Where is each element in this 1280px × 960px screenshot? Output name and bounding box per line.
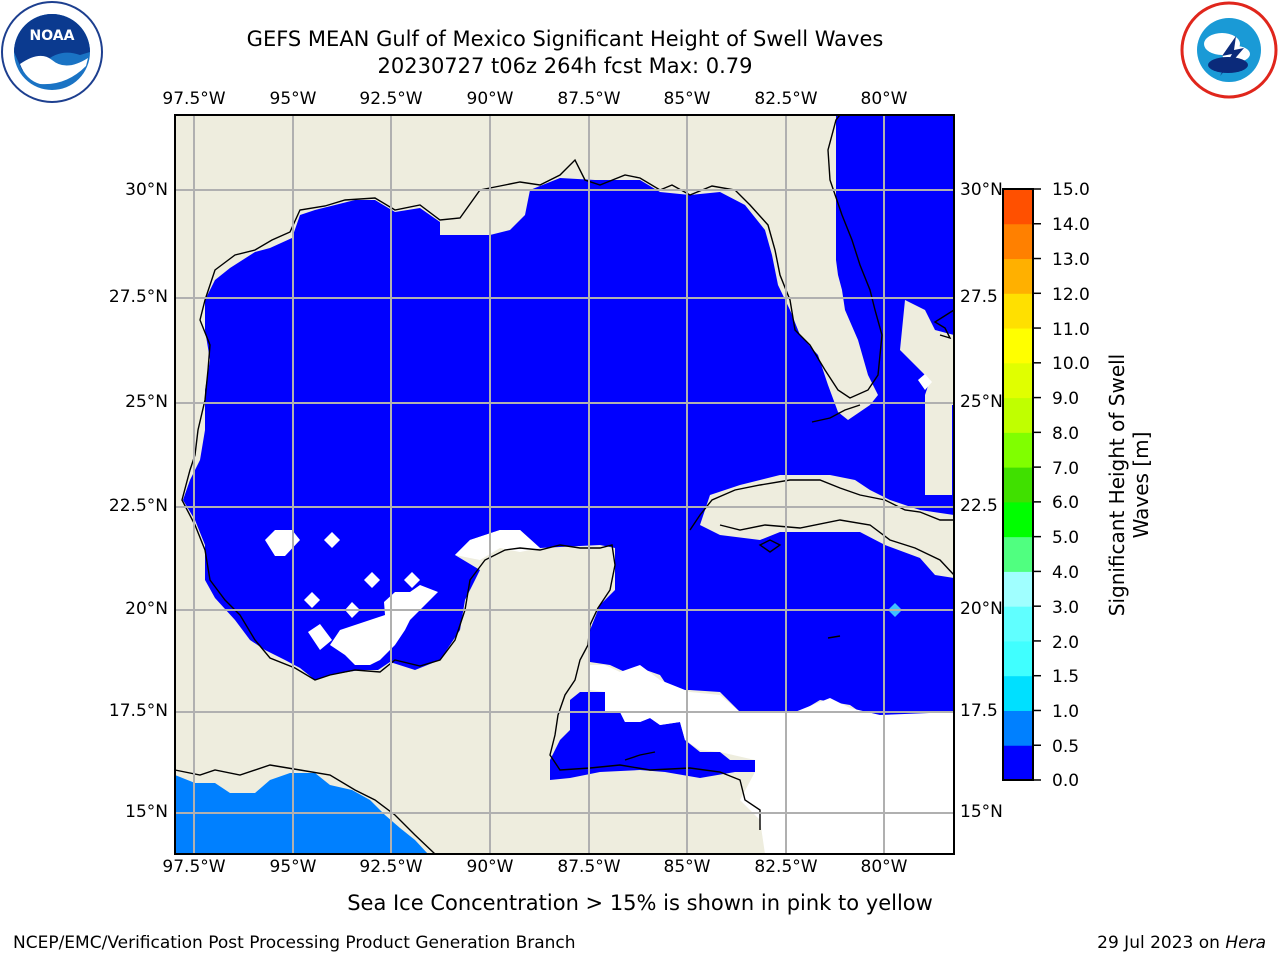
lat-label-right: 20°N — [960, 599, 1003, 619]
colorbar-tick-label: 8.0 — [1052, 424, 1080, 444]
colorbar-tick-label: 13.0 — [1052, 250, 1090, 270]
lat-label-right: 17.5 — [960, 701, 998, 721]
host-name: Hera — [1225, 933, 1266, 953]
colorbar-swatch — [1003, 710, 1033, 746]
colorbar-swatch — [1003, 571, 1033, 607]
map-title: GEFS MEAN Gulf of Mexico Significant Hei… — [246, 27, 884, 51]
colorbar-swatch — [1003, 258, 1033, 294]
lat-label-left: 15°N — [125, 802, 168, 822]
date-text: 29 Jul 2023 on Hera — [1097, 933, 1266, 953]
lat-label-right: 22.5 — [960, 496, 998, 516]
sea-ice-note: Sea Ice Concentration > 15% is shown in … — [347, 891, 933, 915]
colorbar-tick-label: 0.5 — [1052, 737, 1080, 757]
colorbar-tick-label: 3.0 — [1052, 598, 1080, 618]
colorbar-swatch — [1003, 467, 1033, 503]
colorbar-swatch — [1003, 675, 1033, 711]
lon-label-bottom: 87.5°W — [557, 857, 621, 877]
lat-label-right: 25°N — [960, 392, 1003, 412]
lon-label-top: 87.5°W — [557, 89, 621, 109]
colorbar-tick-label: 1.0 — [1052, 702, 1080, 722]
lon-label-bottom: 92.5°W — [359, 857, 423, 877]
lon-label-top: 92.5°W — [359, 89, 423, 109]
noaa-logo-name: NOAA — [30, 28, 75, 44]
colorbar — [1003, 189, 1033, 781]
colorbar-tick-label: 4.0 — [1052, 563, 1080, 583]
colorbar-swatch — [1003, 501, 1033, 538]
colorbar-swatch — [1003, 328, 1033, 364]
colorbar-title: Significant Height of Swell Waves [m] — [1105, 354, 1153, 616]
colorbar-tick-label: 6.0 — [1052, 493, 1080, 513]
colorbar-swatch — [1003, 640, 1033, 677]
lat-label-left: 17.5°N — [108, 701, 168, 721]
lon-label-top: 85°W — [663, 89, 711, 109]
colorbar-tick-label: 7.0 — [1052, 459, 1080, 479]
colorbar-swatch — [1003, 362, 1033, 399]
nws-logo — [1180, 1, 1278, 99]
lat-label-left: 30°N — [125, 180, 168, 200]
colorbar-title-line2: Waves [m] — [1129, 431, 1153, 539]
colorbar-tick-label: 15.0 — [1052, 180, 1090, 200]
map-frame — [174, 114, 955, 855]
lon-label-bottom: 80°W — [860, 857, 908, 877]
graticule — [175, 115, 954, 854]
colorbar-swatch — [1003, 536, 1033, 572]
colorbar-tick-label: 14.0 — [1052, 215, 1090, 235]
colorbar-title-line1: Significant Height of Swell — [1105, 353, 1129, 617]
colorbar-swatch — [1003, 397, 1033, 433]
colorbar-tick-label: 0.0 — [1052, 771, 1080, 791]
gulf-swell-field — [183, 115, 954, 722]
lon-label-top: 90°W — [466, 89, 514, 109]
lon-label-bottom: 95°W — [269, 857, 317, 877]
lat-label-left: 25°N — [125, 392, 168, 412]
lat-label-right: 27.5 — [960, 287, 998, 307]
colorbar-tick-label: 9.0 — [1052, 389, 1080, 409]
colorbar-tick-label: 2.0 — [1052, 633, 1080, 653]
lat-label-right: 15°N — [960, 802, 1003, 822]
map-subtitle: 20230727 t06z 264h fcst Max: 0.79 — [377, 54, 753, 78]
colorbar-swatch — [1003, 606, 1033, 642]
lon-label-top: 97.5°W — [162, 89, 226, 109]
colorbar-tick-label: 5.0 — [1052, 528, 1080, 548]
lon-label-top: 95°W — [269, 89, 317, 109]
lon-label-top: 82.5°W — [754, 89, 818, 109]
colorbar-swatch — [1003, 223, 1033, 260]
lat-label-left: 27.5°N — [108, 287, 168, 307]
colorbar-swatch — [1003, 293, 1033, 329]
colorbar-tick-label: 11.0 — [1052, 320, 1090, 340]
lon-label-top: 80°W — [860, 89, 908, 109]
credit-text: NCEP/EMC/Verification Post Processing Pr… — [13, 933, 576, 953]
coastlines — [174, 114, 955, 855]
colorbar-tick-label: 1.5 — [1052, 667, 1080, 687]
colorbar-tick-label: 12.0 — [1052, 285, 1090, 305]
lon-label-bottom: 82.5°W — [754, 857, 818, 877]
colorbar-swatch — [1003, 745, 1033, 781]
lon-label-bottom: 97.5°W — [162, 857, 226, 877]
lon-label-bottom: 85°W — [663, 857, 711, 877]
lat-label-right: 30°N — [960, 180, 1003, 200]
colorbar-tick-label: 10.0 — [1052, 354, 1090, 374]
lat-label-left: 22.5°N — [108, 496, 168, 516]
colorbar-swatch — [1003, 432, 1033, 468]
lon-label-bottom: 90°W — [466, 857, 514, 877]
colorbar-swatch — [1003, 189, 1033, 225]
noaa-logo: NOAA — [1, 1, 103, 103]
lat-label-left: 20°N — [125, 599, 168, 619]
date-value: 29 Jul 2023 on — [1097, 933, 1226, 953]
